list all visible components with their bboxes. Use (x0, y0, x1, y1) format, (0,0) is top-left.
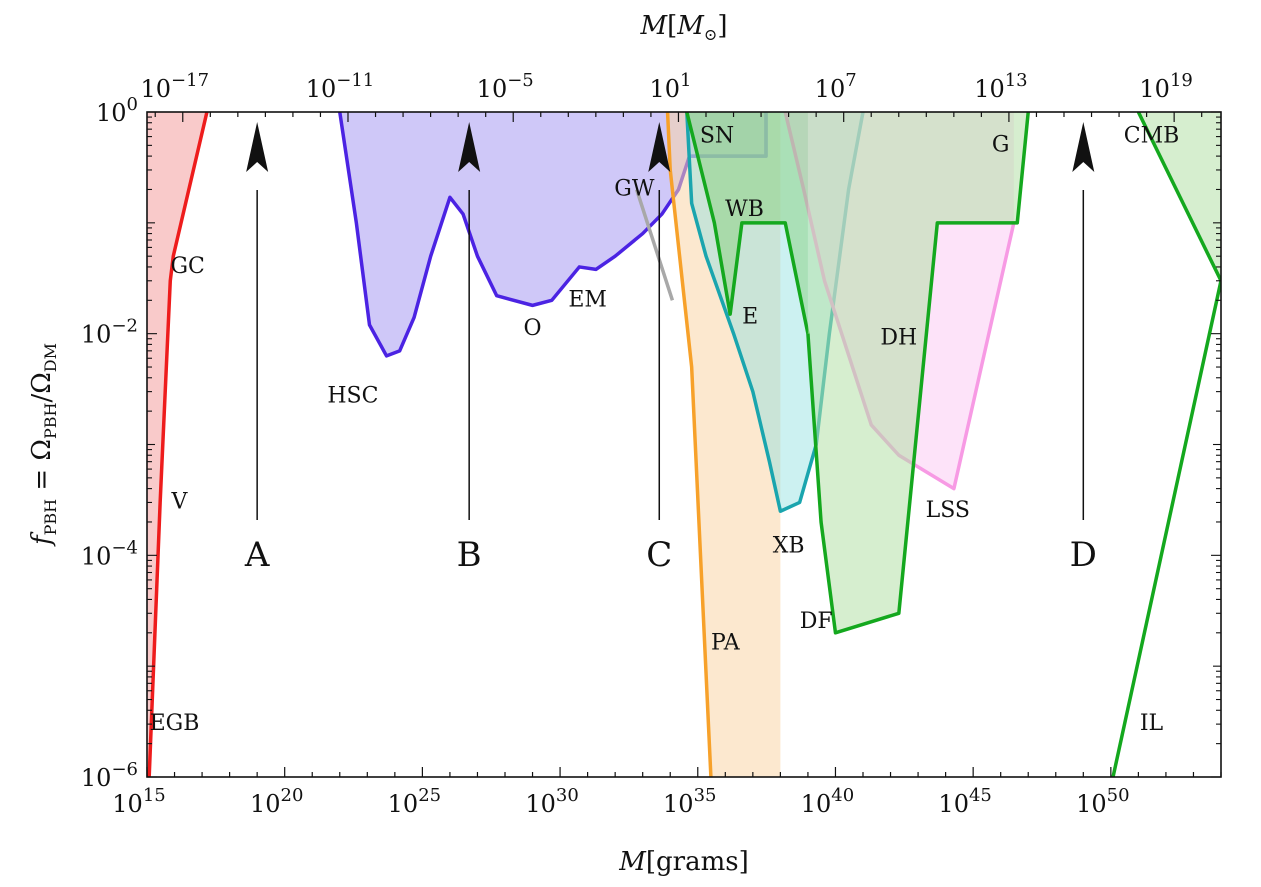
arrow-head-b (458, 122, 481, 172)
label-wb: WB (725, 197, 764, 222)
boundary-hsc-o-em (338, 112, 768, 358)
arrow-label-a: A (244, 535, 270, 575)
arrow-label-b: B (457, 535, 482, 575)
arrow-label-d: D (1070, 535, 1097, 575)
region-egb-v-gc (147, 112, 207, 777)
label-o: O (524, 316, 542, 341)
x-tick-label: 1015 (112, 785, 165, 818)
x-tick-label: 1020 (250, 785, 303, 818)
x2-axis-title: M[M⊙] (640, 11, 728, 44)
boundary-cmb (1136, 112, 1221, 282)
x2-tick-label: 101 (649, 70, 691, 103)
label-g: G (992, 132, 1010, 157)
label-dh: DH (880, 326, 917, 351)
y-tick-label: 10−4 (81, 537, 138, 570)
x-tick-label: 1030 (525, 785, 578, 818)
y-axis-title: fPBH = ΩPBH/ΩDM (27, 343, 60, 547)
axis-ticks: 1015 1020 1025 1030 1035 1040 1045 1050 10−17 10−… (81, 70, 1222, 818)
arrow-label-c: C (646, 535, 672, 575)
x2-tick-label: 107 (815, 70, 857, 103)
arrow-head-c (648, 122, 671, 172)
region-hsc-o-em (339, 112, 766, 356)
label-df: DF (800, 609, 833, 634)
label-em: EM (568, 287, 607, 312)
region-pa (667, 112, 781, 777)
label-egb: EGB (150, 711, 200, 736)
constraint-regions (147, 112, 1221, 777)
boundary-egb-v-gc (147, 112, 209, 777)
label-pa: PA (711, 631, 741, 656)
region-df-dh-g (807, 112, 1029, 633)
x-tick-label: 1050 (1076, 785, 1129, 818)
x-tick-label: 1035 (663, 785, 716, 818)
y-tick-label: 100 (96, 94, 138, 127)
x-tick-label: 1025 (388, 785, 441, 818)
x-axis-title: M[grams] (618, 847, 748, 877)
label-v: V (170, 489, 188, 514)
x-tick-label: 1040 (801, 785, 854, 818)
x2-tick-label: 10−17 (140, 70, 209, 103)
label-lss: LSS (926, 498, 970, 523)
label-hsc: HSC (327, 384, 378, 409)
label-sn: SN (700, 124, 734, 149)
y-tick-label: 10−2 (81, 316, 138, 349)
x2-tick-label: 10−5 (477, 70, 534, 103)
label-e: E (742, 304, 758, 329)
arrow-head-d (1072, 122, 1095, 172)
label-xb: XB (773, 534, 805, 559)
boundary-il (1111, 280, 1221, 777)
y-tick-label: 10−6 (81, 759, 138, 792)
constraint-labels: EGB V GC HSC O EM GW SN WB E XB PA DF DH LSS G CMB IL (150, 124, 1180, 737)
boundary-gw (634, 188, 675, 301)
label-gc: GC (170, 254, 204, 279)
mass-arrows: A B C D (244, 122, 1097, 575)
boundary-pa (665, 112, 713, 777)
boundary-e-wb (685, 112, 810, 335)
arrow-head-a (246, 122, 269, 172)
label-gw: GW (614, 176, 655, 201)
x-tick-label: 1045 (938, 785, 991, 818)
label-il: IL (1140, 711, 1164, 736)
x2-tick-label: 1019 (1139, 70, 1192, 103)
boundary-df-dh-g (806, 112, 1030, 635)
x2-tick-label: 10−11 (306, 70, 375, 103)
label-cmb: CMB (1124, 124, 1180, 149)
x2-tick-label: 1013 (974, 70, 1027, 103)
